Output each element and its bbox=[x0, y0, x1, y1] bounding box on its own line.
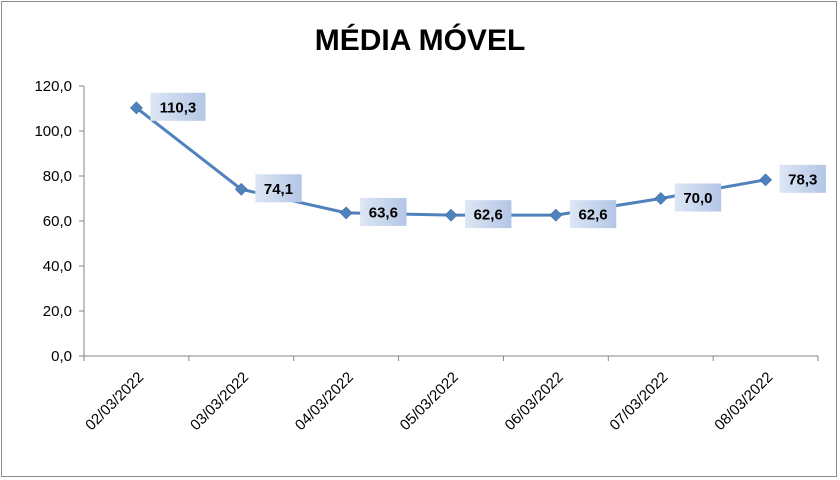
data-label-box bbox=[255, 174, 302, 203]
data-label-box bbox=[569, 200, 617, 229]
x-tick-label: 04/03/2022 bbox=[292, 369, 357, 434]
y-tick-label: 20,0 bbox=[43, 303, 72, 320]
y-tick-label: 40,0 bbox=[43, 258, 72, 275]
data-point bbox=[444, 208, 458, 222]
x-axis-ticks: 02/03/2022 03/03/2022 04/03/2022 05/03/2022… bbox=[82, 356, 819, 434]
y-tick-label: 100,0 bbox=[34, 123, 72, 140]
y-tick-label: 80,0 bbox=[43, 168, 72, 185]
data-label-box bbox=[674, 183, 722, 212]
x-tick-label: 06/03/2022 bbox=[502, 369, 567, 434]
data-label-box bbox=[150, 92, 206, 121]
x-tick-label: 07/03/2022 bbox=[606, 369, 671, 434]
data-label-box bbox=[360, 197, 407, 226]
data-label: 63,6 bbox=[369, 204, 398, 221]
y-tick-label: 120,0 bbox=[34, 78, 72, 95]
x-tick-label: 05/03/2022 bbox=[397, 369, 462, 434]
data-label-box bbox=[779, 164, 826, 193]
x-tick-label: 03/03/2022 bbox=[187, 369, 252, 434]
data-label: 74,1 bbox=[264, 181, 293, 198]
data-point bbox=[234, 182, 248, 196]
data-point bbox=[130, 101, 143, 115]
y-tick-label: 0,0 bbox=[51, 348, 72, 365]
data-point bbox=[759, 173, 772, 187]
chart-title: MÉDIA MÓVEL bbox=[315, 23, 526, 57]
series-polyline bbox=[135, 106, 766, 217]
x-tick-label: 02/03/2022 bbox=[82, 369, 147, 434]
data-labels: 110,3 74,1 63,6 62,6 62,6 70,0 78,3 bbox=[150, 92, 826, 229]
data-point bbox=[654, 192, 668, 205]
data-label: 62,6 bbox=[474, 207, 503, 224]
data-markers bbox=[130, 101, 772, 222]
y-axis-ticks: 0,0 20,0 40,0 60,0 80,0 100,0 120,0 bbox=[34, 78, 84, 365]
data-label: 78,3 bbox=[788, 171, 817, 188]
data-label-box bbox=[465, 200, 512, 229]
data-label: 110,3 bbox=[160, 99, 197, 116]
data-point bbox=[339, 206, 353, 220]
series-line bbox=[135, 106, 766, 217]
x-tick-label: 08/03/2022 bbox=[711, 369, 776, 434]
data-label: 62,6 bbox=[578, 207, 607, 224]
data-label: 70,0 bbox=[683, 190, 712, 207]
y-tick-label: 60,0 bbox=[43, 213, 72, 230]
data-point bbox=[549, 208, 563, 222]
